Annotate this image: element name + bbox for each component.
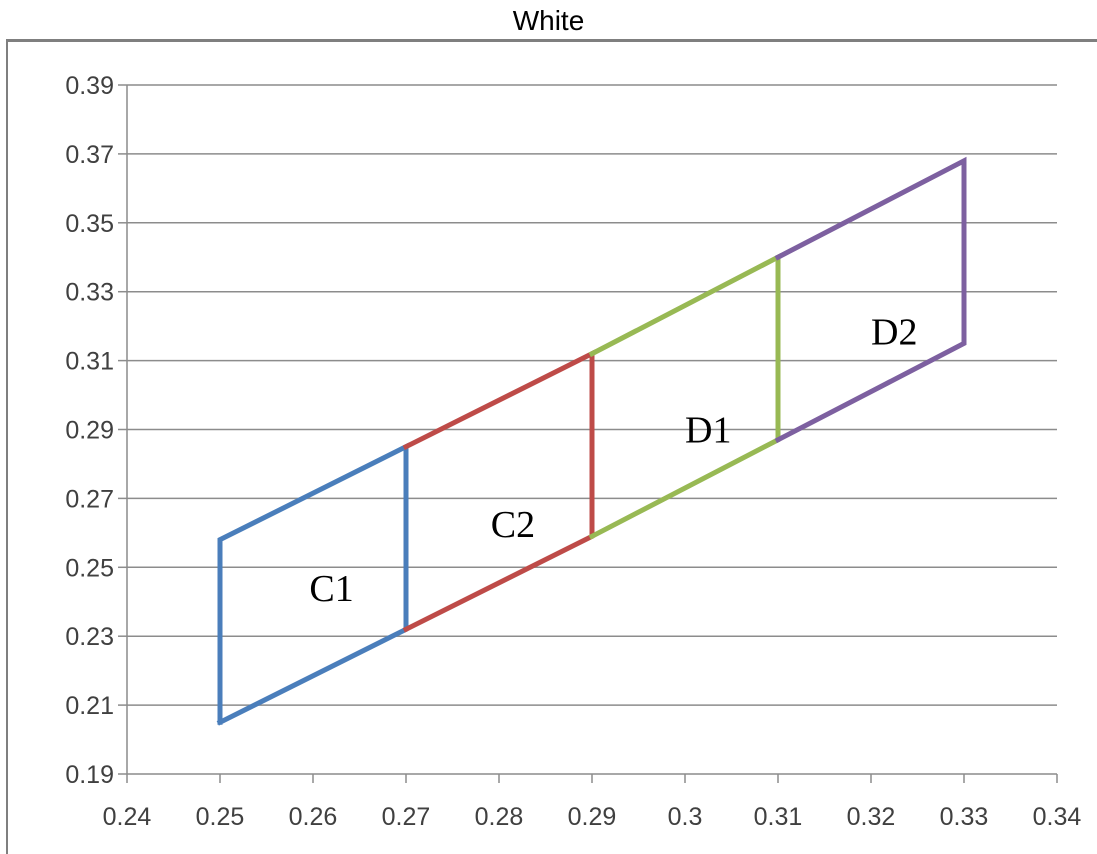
y-tick-label: 0.25 (65, 554, 114, 582)
x-tick-label: 0.28 (475, 803, 524, 831)
x-tick-label: 0.33 (940, 803, 989, 831)
y-tick-label: 0.39 (65, 72, 114, 100)
y-tick-label: 0.19 (65, 761, 114, 789)
x-tick-label: 0.26 (289, 803, 338, 831)
x-tick-label: 0.24 (103, 803, 152, 831)
region-label-c2: C2 (491, 504, 535, 546)
x-tick-label: 0.29 (568, 803, 617, 831)
y-tick-label: 0.37 (65, 141, 114, 169)
x-tick-label: 0.25 (196, 803, 245, 831)
chart-frame (6, 39, 1097, 854)
y-tick-label: 0.35 (65, 210, 114, 238)
x-tick-label: 0.32 (847, 803, 896, 831)
y-tick-label: 0.33 (65, 279, 114, 307)
region-label-d2: D2 (871, 311, 917, 353)
y-tick-label: 0.21 (65, 692, 114, 720)
x-tick-label: 0.34 (1033, 803, 1082, 831)
region-label-d1: D1 (685, 410, 731, 452)
series-line-c2 (402, 349, 595, 633)
y-tick-label: 0.31 (65, 348, 114, 376)
chart-title: White (512, 5, 585, 36)
series-line-d1 (588, 253, 781, 540)
y-tick-label: 0.27 (65, 485, 114, 513)
x-tick-label: 0.3 (668, 803, 703, 831)
series-line-d2 (774, 156, 967, 444)
region-label-c1: C1 (309, 568, 353, 610)
x-tick-label: 0.31 (754, 803, 803, 831)
y-tick-label: 0.23 (65, 623, 114, 651)
y-tick-label: 0.29 (65, 417, 114, 445)
x-tick-label: 0.27 (382, 803, 431, 831)
